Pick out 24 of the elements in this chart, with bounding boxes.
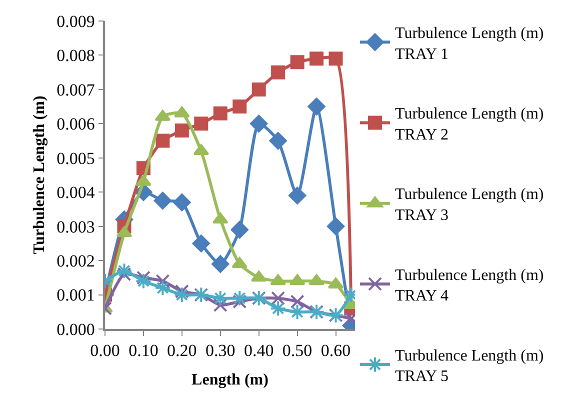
legend-label: Turbulence Length (m) TRAY 3 [395,186,544,224]
x-tick-label: 0.40 [244,341,274,360]
y-tick-label: 0.003 [56,217,95,236]
y-tick-label: 0.002 [56,252,95,271]
legend-label: Turbulence Length (m) TRAY 2 [395,106,544,144]
legend-label: Turbulence Length (m) TRAY 4 [395,266,544,305]
y-tick-label: 0.004 [56,183,96,202]
x-tick-label: 0.60 [320,341,351,360]
legend-label: Turbulence Length (m) TRAY 1 [395,24,544,63]
x-axis-title: Length (m) [192,371,268,388]
y-tick-label: 0.008 [56,46,95,66]
x-tick-label: 0.50 [282,341,312,360]
y-tick-label: 0.007 [56,80,96,100]
x-tick-label: 0.10 [128,341,158,360]
y-tick-label: 0.000 [56,320,95,339]
x-tick-label: 0.30 [206,341,236,360]
y-axis-title: Turbulence Length (m) [31,96,48,254]
y-tick-label: 0.005 [56,148,95,168]
x-tick-label: 0.00 [90,341,120,360]
y-tick-label: 0.001 [56,286,95,305]
legend-label: Turbulence Length (m) TRAY 5 [395,347,544,386]
y-tick-label: 0.006 [56,114,95,134]
x-tick-label: 0.20 [167,341,197,360]
y-tick-label: 0.009 [56,12,95,31]
